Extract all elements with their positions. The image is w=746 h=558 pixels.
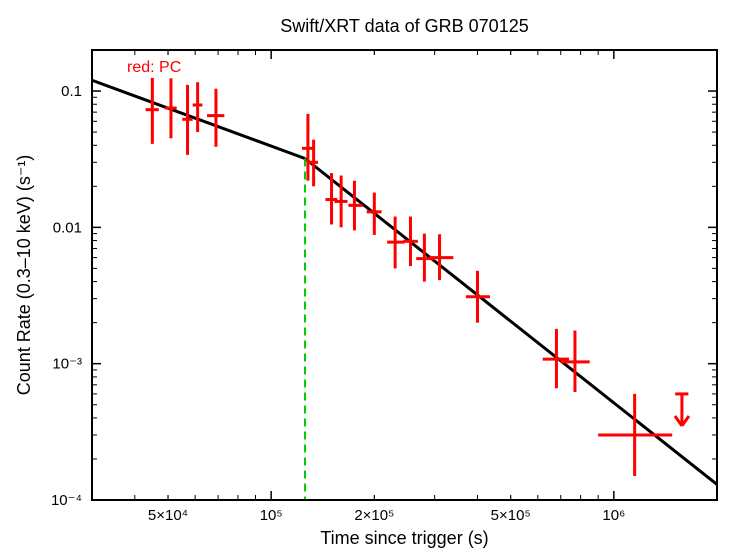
y-tick-label: 0.1 (61, 83, 82, 100)
y-tick-label: 10⁻⁴ (51, 492, 82, 509)
y-tick-label: 0.01 (53, 219, 82, 236)
legend-label: red: PC (127, 59, 181, 76)
x-tick-label: 2×10⁵ (354, 507, 394, 524)
x-tick-label: 10⁶ (602, 507, 625, 524)
y-tick-label: 10⁻³ (52, 356, 82, 373)
x-tick-label: 10⁵ (260, 507, 283, 524)
x-tick-label: 5×10⁴ (148, 507, 188, 524)
chart-container: 10⁵ 10⁶ 5×10⁴ 2×10⁵ 5×10⁵ 10⁻⁴ 10⁻³ 0.01 0.1 Time… (0, 0, 746, 558)
plot-frame (92, 50, 717, 500)
chart-title: Swift/XRT data of GRB 070125 (280, 16, 528, 36)
chart-svg: 10⁵ 10⁶ 5×10⁴ 2×10⁵ 5×10⁵ 10⁻⁴ 10⁻³ 0.01 0.1 Time… (0, 0, 746, 558)
x-tick-label: 5×10⁵ (491, 507, 531, 524)
x-axis-label: Time since trigger (s) (320, 528, 488, 548)
y-axis-label: Count Rate (0.3–10 keV) (s⁻¹) (14, 155, 34, 396)
